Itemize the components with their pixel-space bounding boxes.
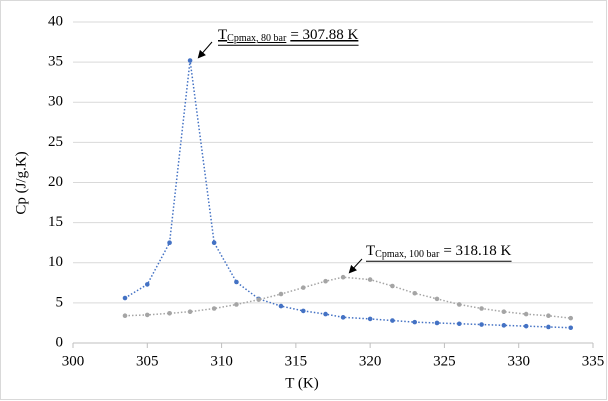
- data-point: [211, 306, 217, 311]
- data-point: [256, 297, 262, 302]
- data-point: [412, 290, 418, 296]
- data-point: [479, 306, 484, 311]
- data-point: [434, 320, 440, 326]
- annotation: TCpmax, 100 bar = 318.18 K: [366, 243, 512, 260]
- x-tick-label: 335: [582, 353, 605, 369]
- data-point: [144, 312, 150, 318]
- data-point: [456, 302, 462, 307]
- data-point: [501, 323, 507, 328]
- y-tick-label: 15: [48, 214, 63, 230]
- annotation-sub: Cpmax, 80 bar: [227, 33, 287, 44]
- data-point: [122, 295, 128, 301]
- annotation-text: TCpmax, 100 bar = 318.18 K: [366, 243, 512, 260]
- y-tick-label: 10: [48, 254, 63, 270]
- data-point: [340, 315, 346, 320]
- x-tick-label: 320: [359, 353, 382, 369]
- data-point: [234, 279, 239, 285]
- data-point: [144, 282, 150, 287]
- data-point: [278, 303, 284, 309]
- data-point: [323, 278, 328, 284]
- x-tick-label: 300: [62, 353, 85, 369]
- x-axis-title: T (K): [285, 375, 318, 391]
- data-point: [390, 283, 395, 289]
- data-point: [367, 316, 373, 322]
- data-point: [122, 313, 128, 319]
- data-point: [412, 319, 418, 325]
- data-point: [479, 322, 484, 327]
- data-point: [300, 308, 306, 314]
- y-tick-label: 20: [48, 174, 63, 190]
- annotation-arrow: [197, 41, 213, 59]
- y-tick-label: 35: [48, 54, 63, 70]
- data-point: [568, 325, 574, 331]
- data-point: [211, 240, 217, 245]
- data-point: [187, 309, 193, 315]
- data-point: [434, 296, 440, 302]
- x-tick-label: 305: [136, 353, 159, 369]
- x-tick-label: 325: [433, 353, 456, 369]
- data-point: [390, 318, 395, 323]
- annotation-main: T: [366, 243, 375, 259]
- annotation-value: = 318.18 K: [443, 243, 511, 259]
- x-tick-label: 315: [285, 353, 308, 369]
- y-tick-label: 25: [48, 134, 63, 150]
- annotation-arrow: [348, 258, 363, 274]
- y-axis-title: Cp (J/g.K): [13, 151, 29, 214]
- data-point: [546, 324, 551, 330]
- series-line: [124, 60, 571, 329]
- data-point: [278, 291, 284, 297]
- data-point: [167, 311, 172, 316]
- y-tick-label: 5: [56, 294, 64, 310]
- x-tick-label: 310: [210, 353, 233, 369]
- data-point: [167, 240, 172, 245]
- y-tick-label: 40: [48, 13, 63, 29]
- data-point: [568, 315, 574, 321]
- data-point: [523, 311, 529, 317]
- annotation: TCpmax, 80 bar = 307.88 K: [218, 27, 359, 44]
- annotation-sub: Cpmax, 100 bar: [375, 249, 440, 260]
- data-point: [367, 277, 373, 282]
- data-point: [501, 309, 507, 315]
- y-tick-label: 0: [56, 334, 64, 350]
- annotation-text: TCpmax, 80 bar = 307.88 K: [218, 27, 359, 44]
- y-tick-label: 30: [48, 94, 63, 110]
- annotation-main: T: [218, 27, 227, 43]
- data-point: [323, 311, 328, 317]
- annotation-value: = 307.88 K: [290, 27, 358, 43]
- data-point: [523, 323, 529, 329]
- data-point: [456, 321, 462, 327]
- data-point: [546, 313, 551, 319]
- x-tick-label: 330: [507, 353, 530, 369]
- data-point: [234, 302, 239, 307]
- data-point: [340, 274, 346, 280]
- data-point: [300, 285, 306, 290]
- data-point: [187, 58, 193, 63]
